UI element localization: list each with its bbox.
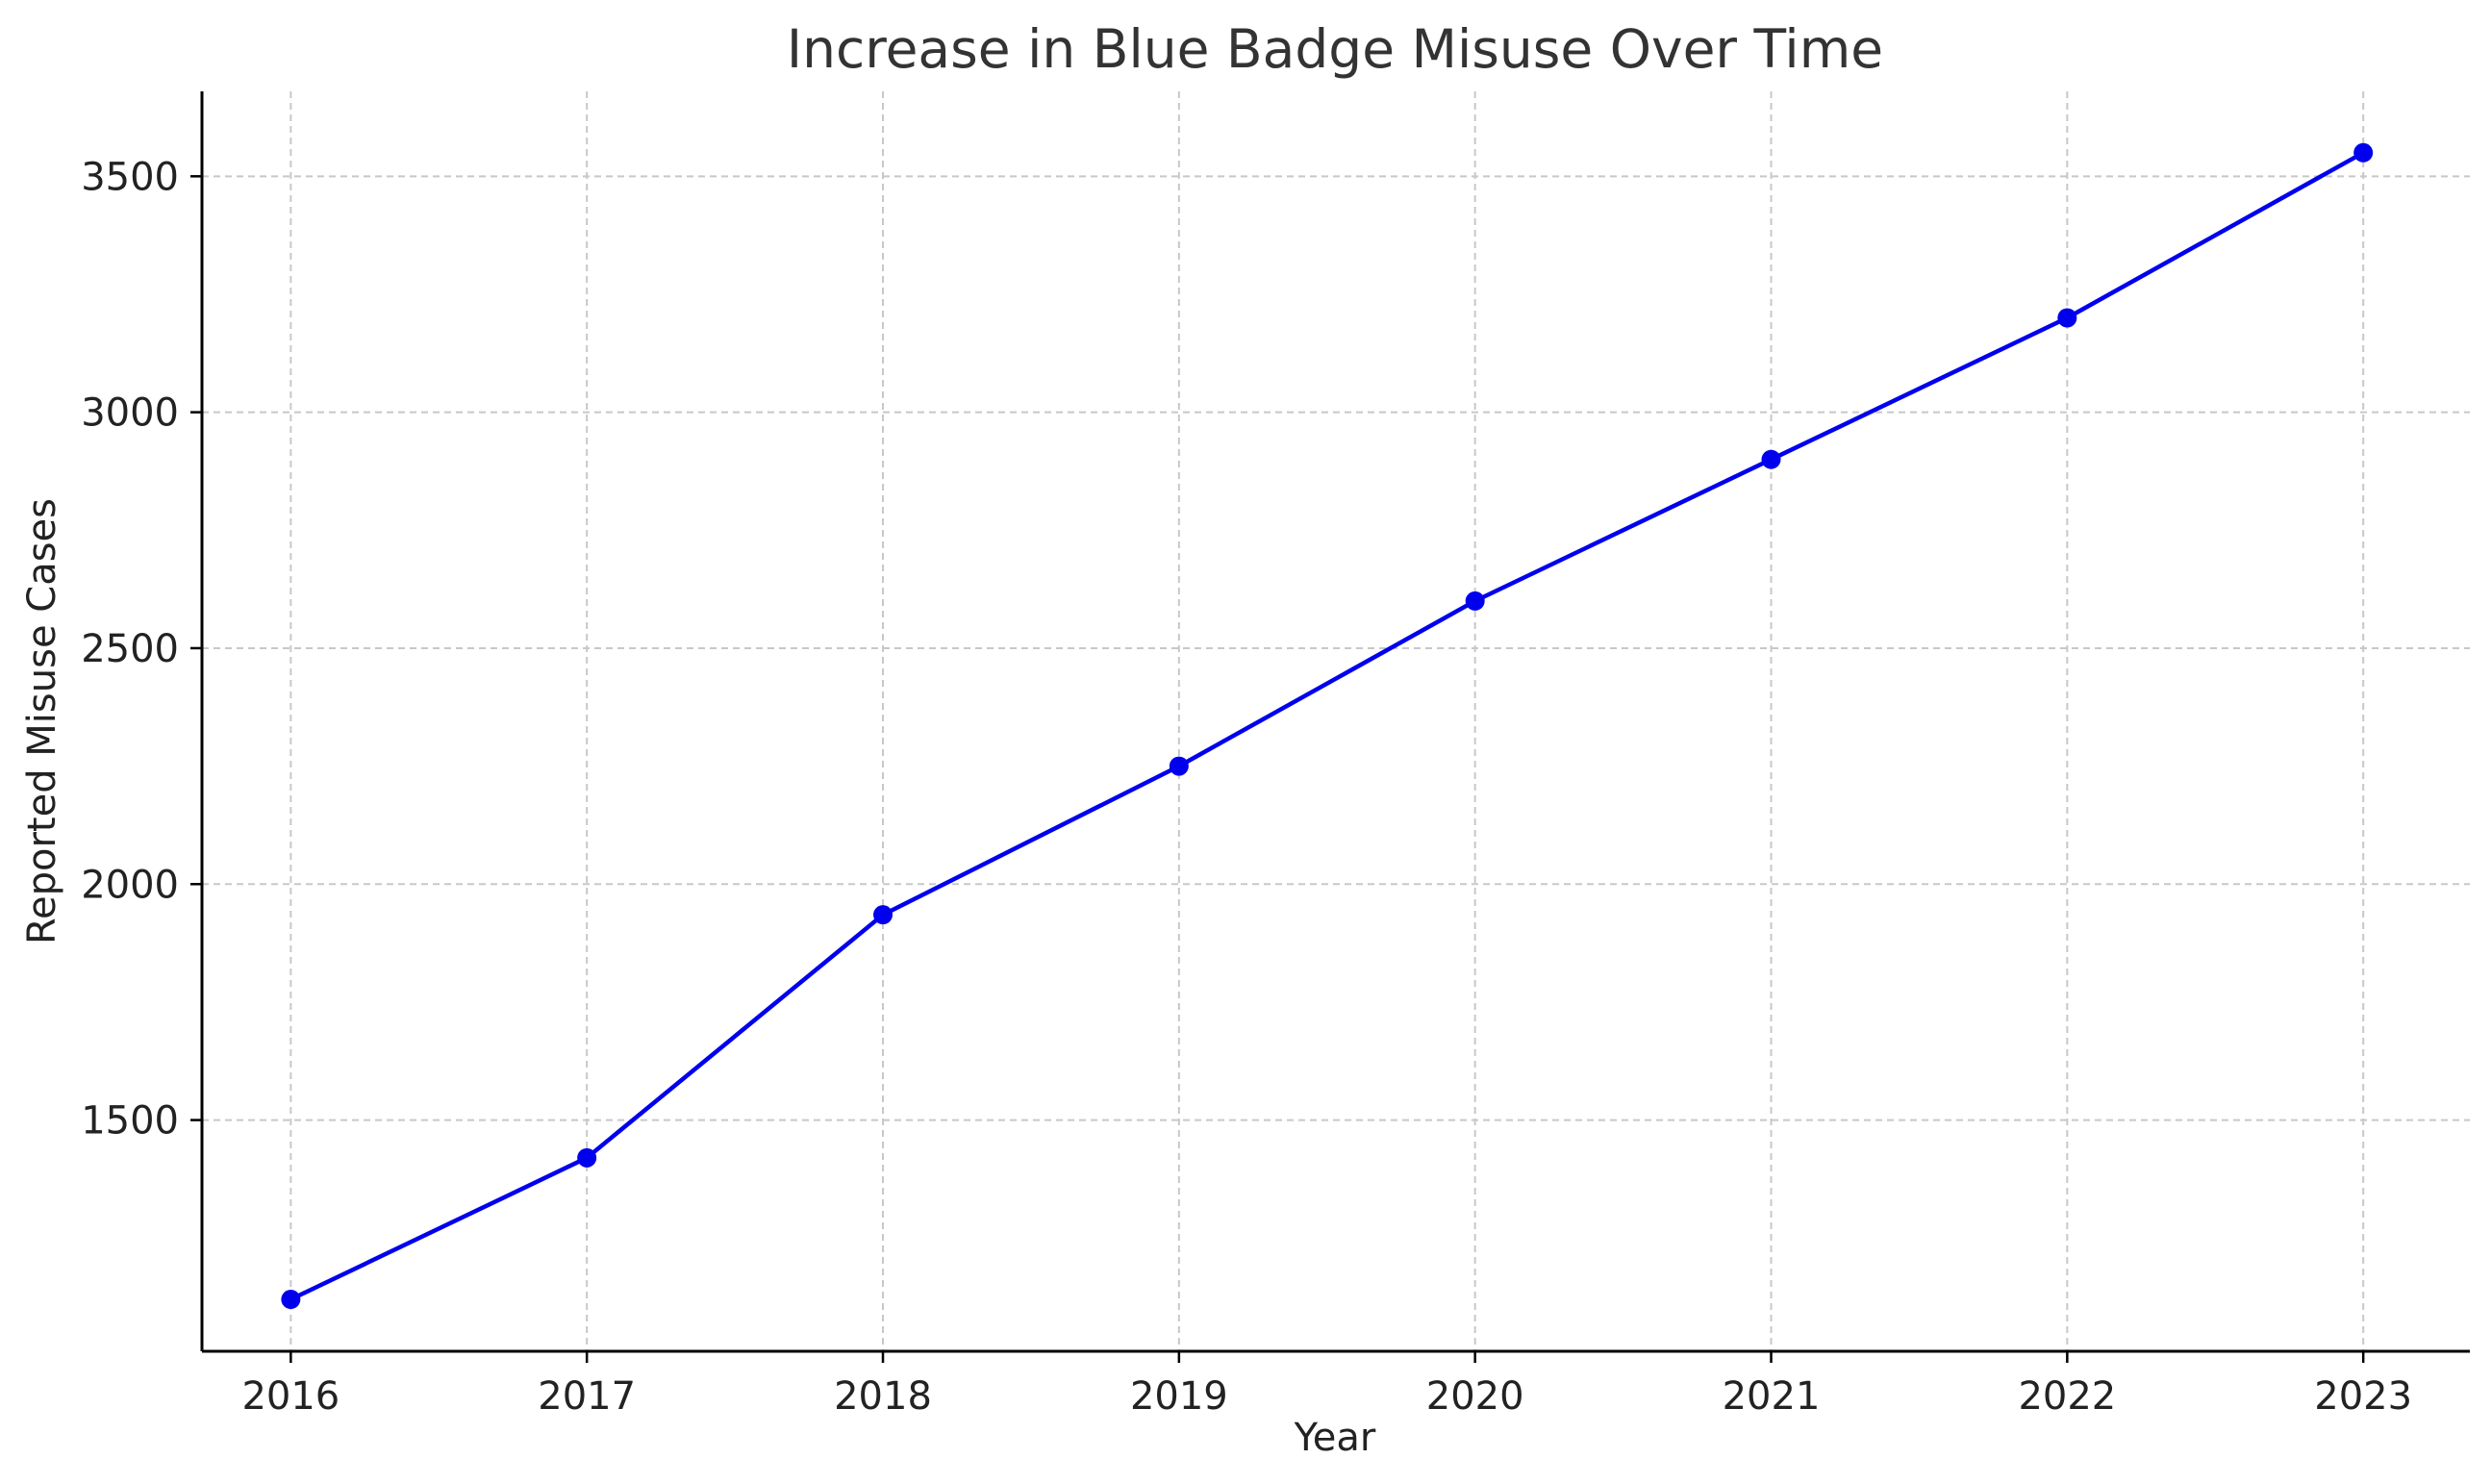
data-point	[1169, 756, 1189, 776]
x-axis-label: Year	[1294, 1416, 1376, 1460]
data-point	[1465, 591, 1485, 611]
x-tick-label: 2019	[1130, 1374, 1228, 1419]
data-point	[2057, 308, 2077, 328]
series	[281, 142, 2374, 1310]
chart-title: Increase in Blue Badge Misuse Over Time	[787, 18, 1883, 80]
y-tick-label: 3000	[81, 391, 179, 436]
y-axis-label: Reported Misuse Cases	[20, 498, 64, 944]
series-line	[289, 150, 2365, 1302]
x-tick-label: 2023	[2314, 1374, 2412, 1419]
y-tick-label: 1500	[81, 1099, 179, 1144]
x-tick-label: 2016	[241, 1374, 340, 1419]
data-point	[281, 1290, 301, 1310]
x-tick-label: 2017	[538, 1374, 636, 1419]
y-tick-label: 2500	[81, 627, 179, 671]
x-tick-label: 2022	[2018, 1374, 2116, 1419]
data-point	[577, 1147, 597, 1168]
x-tick-label: 2020	[1426, 1374, 1524, 1419]
y-tick-label: 3500	[81, 155, 179, 199]
x-tick-label: 2018	[834, 1374, 932, 1419]
data-point	[1761, 449, 1781, 469]
axes	[200, 91, 2470, 1353]
data-point	[2353, 142, 2374, 163]
data-point	[873, 905, 893, 925]
grid	[202, 91, 2470, 1351]
y-tick-label: 2000	[81, 863, 179, 907]
x-tick-label: 2021	[1723, 1374, 1821, 1419]
ticks: 2016 2017 2018 2019 2020 2021 2022 2023 1500 2000…	[81, 155, 2412, 1419]
